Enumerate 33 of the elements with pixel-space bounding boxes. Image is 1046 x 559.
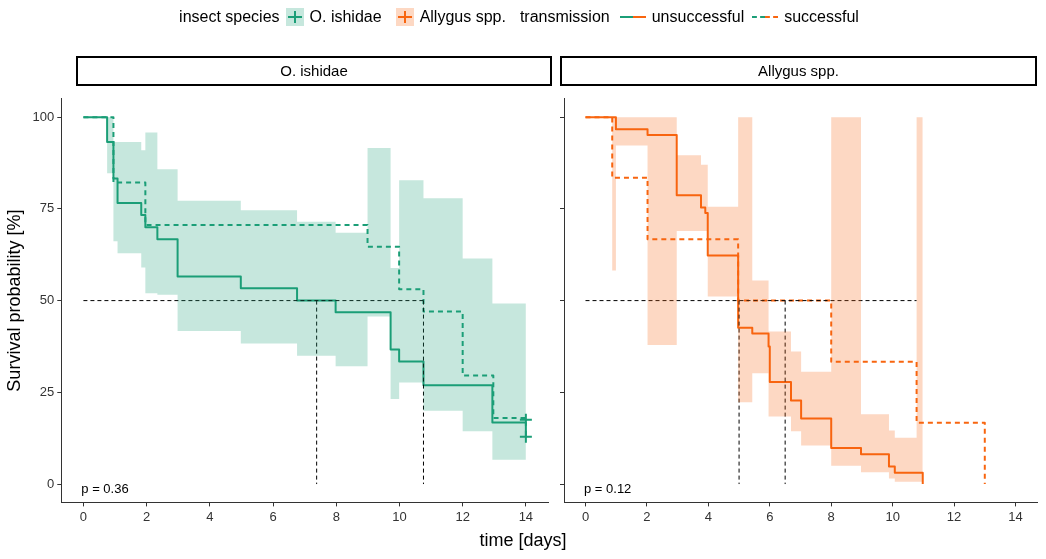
y-axis-title: Survival probability [%] — [3, 209, 24, 392]
y-tick-label: 75 — [39, 200, 55, 216]
legend-label: successful — [784, 8, 859, 26]
chart-title: Allygus spp. — [419, 8, 506, 25]
x-tick-label: 0 — [581, 508, 590, 524]
y-tick-label: 25 — [39, 383, 55, 399]
x-tick-label: 2 — [143, 508, 151, 524]
legend-title: insect species — [179, 8, 280, 26]
x-tick-label: 10 — [885, 508, 900, 524]
y-tick-label: 0 — [47, 475, 55, 491]
x-tick-label: 8 — [332, 508, 340, 524]
x-tick-label: 2 — [643, 508, 651, 524]
x-tick-label: 6 — [269, 508, 277, 524]
chart-title: O. ishidae — [309, 8, 382, 25]
x-tick-label: 0 — [79, 508, 88, 524]
legend-label: unsuccessful — [651, 8, 745, 26]
x-tick-label: 12 — [946, 508, 962, 524]
y-tick-label: 100 — [32, 108, 55, 124]
x-tick-label: 14 — [1008, 508, 1023, 524]
legend-title: transmission — [519, 8, 610, 26]
x-tick-label: 4 — [206, 508, 214, 524]
annotation: p = 0.36 — [81, 481, 129, 497]
annotation: p = 0.12 — [584, 481, 632, 497]
chart-title: Allygus spp. — [560, 56, 1037, 86]
x-tick-label: 4 — [704, 508, 712, 524]
x-tick-label: 6 — [766, 508, 774, 524]
chart-title: O. ishidae — [76, 56, 552, 86]
y-tick-label: 50 — [39, 292, 55, 308]
x-tick-label: 10 — [392, 508, 407, 524]
x-tick-label: 12 — [455, 508, 470, 524]
x-axis-title: time [days] — [478, 530, 568, 551]
x-tick-label: 8 — [827, 508, 835, 524]
x-tick-label: 14 — [518, 508, 534, 524]
